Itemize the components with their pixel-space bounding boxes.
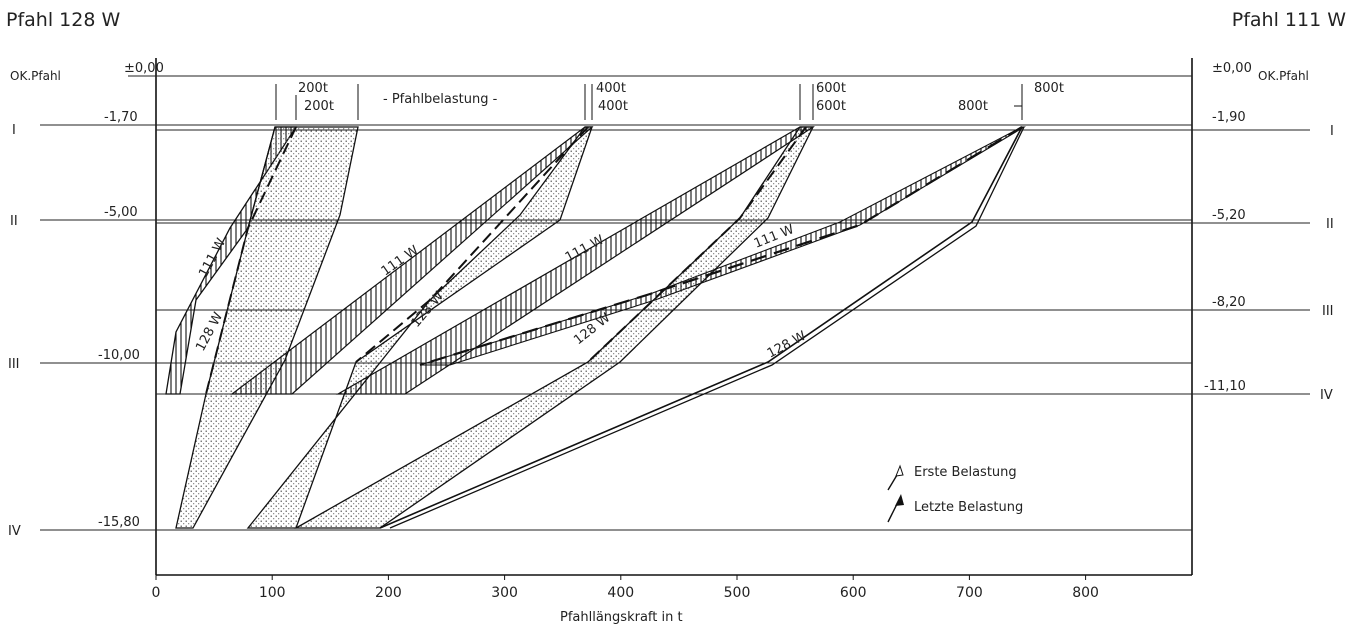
legend-letzte-belastung: Letzte Belastung — [914, 500, 1023, 515]
legend-arrow-open-icon — [887, 464, 904, 491]
band-600t-111w — [335, 126, 816, 395]
x-tick-label-500: 500 — [724, 585, 751, 601]
x-tick-label-0: 0 — [152, 585, 161, 601]
load-label-600t-top: 600t — [816, 81, 846, 96]
x-axis-ticks: 0 100 200 300 400 500 600 700 800 — [152, 575, 1099, 601]
x-axis-label: Pfahllängskraft in t — [560, 610, 683, 625]
load-label-200t-bottom: 200t — [304, 99, 334, 114]
load-label-800t-left: 800t — [958, 99, 988, 114]
curve-label-800t-128w: 128 W — [765, 329, 809, 362]
band-400t-111w — [230, 126, 594, 395]
left-roman-3: III — [8, 357, 20, 372]
pfahlbelastung-label: - Pfahlbelastung - — [383, 92, 498, 107]
left-roman-4: IV — [8, 524, 21, 539]
load-label-400t-top: 400t — [596, 81, 626, 96]
right-roman-2: II — [1326, 217, 1334, 232]
legend-arrow-filled-icon — [887, 494, 904, 523]
right-level-3: -8,20 — [1212, 295, 1246, 310]
curve-800t-128w — [379, 126, 1023, 529]
dashed-400t — [355, 126, 589, 363]
right-level-1: -1,90 — [1212, 110, 1246, 125]
load-label-200t-top: 200t — [298, 81, 328, 96]
left-axis-header: OK.Pfahl — [10, 69, 61, 83]
left-roman-2: II — [10, 214, 18, 229]
legend: Erste Belastung Letzte Belastung — [887, 464, 1023, 523]
dashed-200t — [205, 126, 297, 395]
right-axis-header: OK.Pfahl — [1258, 69, 1309, 83]
right-roman-3: III — [1322, 304, 1334, 319]
title-left: Pfahl 128 W — [6, 9, 120, 31]
left-level-0: ±0,00 — [124, 61, 164, 76]
left-level-3: -10,00 — [98, 348, 140, 363]
right-level-2: -5,20 — [1212, 208, 1246, 223]
right-roman-1: I — [1330, 124, 1334, 139]
right-roman-4: IV — [1320, 388, 1333, 403]
dashed-600t — [587, 126, 807, 363]
curve-800t-128w-2 — [389, 126, 1025, 529]
load-label-800t-right: 800t — [1034, 81, 1064, 96]
top-annotations — [275, 84, 1023, 120]
load-bands — [165, 126, 1026, 529]
x-tick-label-100: 100 — [259, 585, 286, 601]
title-right: Pfahl 111 W — [1232, 9, 1346, 31]
x-tick-label-800: 800 — [1072, 585, 1099, 601]
right-level-0: ±0,00 — [1212, 61, 1252, 76]
x-tick-label-200: 200 — [375, 585, 402, 601]
x-tick-label-300: 300 — [491, 585, 518, 601]
left-roman-1: I — [12, 123, 16, 138]
x-tick-label-700: 700 — [956, 585, 983, 601]
right-level-4: -11,10 — [1204, 379, 1246, 394]
x-tick-label-600: 600 — [840, 585, 867, 601]
left-level-1: -1,70 — [104, 110, 138, 125]
left-level-2: -5,00 — [104, 205, 138, 220]
legend-erste-belastung: Erste Belastung — [914, 465, 1017, 480]
dashed-800t — [419, 126, 1023, 367]
left-level-4: -15,80 — [98, 515, 140, 530]
load-label-400t-bottom: 400t — [598, 99, 628, 114]
x-tick-label-400: 400 — [607, 585, 634, 601]
load-label-600t-bottom: 600t — [816, 99, 846, 114]
